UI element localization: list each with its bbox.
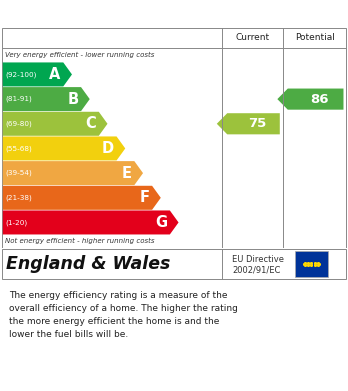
Text: (69-80): (69-80) <box>5 120 32 127</box>
Text: (21-38): (21-38) <box>5 195 32 201</box>
Polygon shape <box>3 136 125 160</box>
Text: (81-91): (81-91) <box>5 96 32 102</box>
Text: EU Directive: EU Directive <box>232 255 284 264</box>
Text: (1-20): (1-20) <box>5 219 27 226</box>
Text: 2002/91/EC: 2002/91/EC <box>232 266 281 275</box>
Text: Very energy efficient - lower running costs: Very energy efficient - lower running co… <box>5 52 155 58</box>
Polygon shape <box>277 88 343 109</box>
Polygon shape <box>3 63 72 86</box>
Text: The energy efficiency rating is a measure of the
overall efficiency of a home. T: The energy efficiency rating is a measur… <box>9 291 238 339</box>
Polygon shape <box>3 112 108 136</box>
Bar <box>295 251 328 277</box>
Text: (39-54): (39-54) <box>5 170 32 176</box>
Polygon shape <box>217 113 280 135</box>
Polygon shape <box>3 186 161 210</box>
Text: (55-68): (55-68) <box>5 145 32 152</box>
Text: 75: 75 <box>248 117 266 130</box>
Text: C: C <box>85 116 96 131</box>
Text: Potential: Potential <box>295 33 335 42</box>
Text: England & Wales: England & Wales <box>6 255 171 273</box>
Text: G: G <box>155 215 167 230</box>
Polygon shape <box>3 87 90 111</box>
Text: Current: Current <box>235 33 269 42</box>
Text: (92-100): (92-100) <box>5 71 37 78</box>
Text: Not energy efficient - higher running costs: Not energy efficient - higher running co… <box>5 239 155 244</box>
Text: Energy Efficiency Rating: Energy Efficiency Rating <box>9 7 210 22</box>
Polygon shape <box>3 210 179 235</box>
Text: A: A <box>49 67 61 82</box>
Text: F: F <box>139 190 149 205</box>
Text: 86: 86 <box>310 93 329 106</box>
Text: E: E <box>121 166 132 181</box>
Text: B: B <box>67 91 78 107</box>
Text: D: D <box>102 141 114 156</box>
Polygon shape <box>3 161 143 185</box>
